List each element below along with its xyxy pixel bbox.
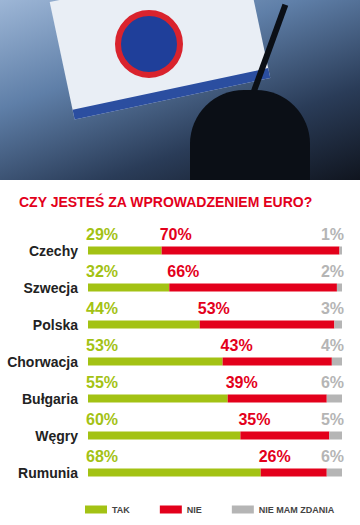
- svg-text:55%: 55%: [86, 374, 118, 391]
- svg-text:Rumunia: Rumunia: [18, 465, 78, 481]
- svg-text:70%: 70%: [160, 226, 192, 243]
- svg-text:5%: 5%: [321, 411, 344, 428]
- svg-text:29%: 29%: [86, 226, 118, 243]
- svg-text:32%: 32%: [86, 263, 118, 280]
- svg-text:44%: 44%: [86, 300, 118, 317]
- svg-text:60%: 60%: [86, 411, 118, 428]
- svg-text:Bułgaria: Bułgaria: [22, 391, 78, 407]
- svg-text:Szwecja: Szwecja: [24, 280, 79, 296]
- svg-text:CZY JESTEŚ ZA WPROWADZENIEM EU: CZY JESTEŚ ZA WPROWADZENIEM EURO?: [19, 193, 312, 210]
- svg-text:66%: 66%: [167, 263, 199, 280]
- svg-text:6%: 6%: [321, 374, 344, 391]
- svg-text:39%: 39%: [226, 374, 258, 391]
- svg-text:43%: 43%: [221, 337, 253, 354]
- svg-text:3%: 3%: [321, 300, 344, 317]
- svg-text:TAK: TAK: [112, 505, 130, 515]
- svg-text:4%: 4%: [321, 337, 344, 354]
- svg-text:53%: 53%: [86, 337, 118, 354]
- svg-text:Węgry: Węgry: [35, 428, 78, 444]
- svg-text:Chorwacja: Chorwacja: [7, 354, 78, 370]
- svg-text:NIE: NIE: [187, 505, 202, 515]
- svg-text:68%: 68%: [86, 448, 118, 465]
- svg-text:2%: 2%: [321, 263, 344, 280]
- svg-text:Czechy: Czechy: [29, 243, 78, 259]
- svg-text:Polska: Polska: [33, 317, 78, 333]
- svg-text:26%: 26%: [259, 448, 291, 465]
- svg-text:53%: 53%: [198, 300, 230, 317]
- svg-text:NIE MAM ZDANIA: NIE MAM ZDANIA: [259, 505, 335, 515]
- svg-text:6%: 6%: [321, 448, 344, 465]
- svg-text:35%: 35%: [238, 411, 270, 428]
- svg-text:1%: 1%: [321, 226, 344, 243]
